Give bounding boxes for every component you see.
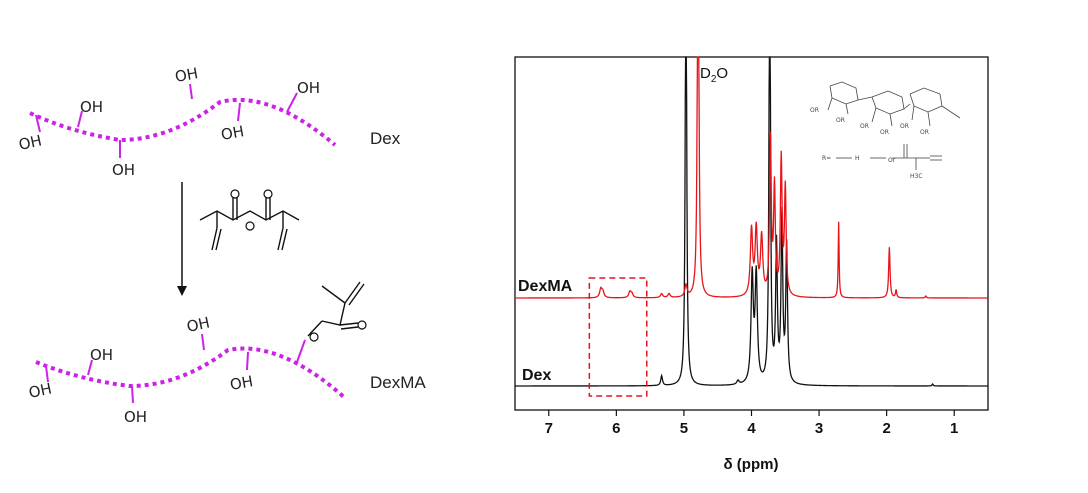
methacrylate-group xyxy=(307,281,365,337)
inset-or-5: OR xyxy=(900,123,909,130)
inset-or-4: OR xyxy=(880,129,889,136)
x-tick-label: 2 xyxy=(882,420,890,437)
x-tick-label: 3 xyxy=(815,420,823,437)
inset-h-label: H xyxy=(855,155,860,162)
x-tick-label: 7 xyxy=(545,420,553,437)
dexma-oh-1: OH xyxy=(27,380,53,402)
x-tick-label: 4 xyxy=(747,420,756,437)
dexma-chain xyxy=(35,346,347,400)
dexma-oh-5: OH xyxy=(229,372,255,394)
dex-oh-5: OH xyxy=(220,122,246,144)
dextran-structure-inset xyxy=(827,81,961,170)
inset-or-2: OR xyxy=(836,117,845,124)
dex-oh-6: OH xyxy=(297,79,320,97)
x-tick-label: 5 xyxy=(680,420,688,437)
dexma-label: DexMA xyxy=(370,373,426,392)
inset-or-6: OR xyxy=(920,129,929,136)
dex-oh-1: OH xyxy=(17,132,43,154)
dex-oh-4: OH xyxy=(174,64,200,86)
dexma-oh-3: OH xyxy=(124,408,147,426)
arrow-head xyxy=(177,286,187,296)
anhydride-o-2 xyxy=(245,221,255,231)
d2o-d: D xyxy=(700,65,711,82)
x-axis-label: δ (ppm) xyxy=(724,456,779,473)
inset-or-word: Or xyxy=(888,157,896,164)
inset-or-1: OR xyxy=(810,107,819,114)
inset-ch3-label: H3C xyxy=(910,173,923,180)
series-dex xyxy=(515,56,988,387)
highlight-box xyxy=(588,277,648,397)
methacrylic-anhydride xyxy=(199,197,300,251)
series-label-dex: Dex xyxy=(522,367,551,384)
d2o-o: O xyxy=(716,65,728,82)
d2o-sub: 2 xyxy=(711,74,717,85)
anhydride-o-1 xyxy=(230,189,240,199)
dex-label: Dex xyxy=(370,129,401,148)
x-axis: 7 6 5 4 3 2 1 xyxy=(545,410,958,437)
dex-oh-2: OH xyxy=(80,98,103,116)
dex-oh-3: OH xyxy=(112,161,135,179)
dexma-oh-4: OH xyxy=(185,314,211,336)
series-dexma xyxy=(515,56,988,299)
ester-o-1 xyxy=(309,332,319,342)
x-tick-label: 6 xyxy=(612,420,620,437)
ester-o-2 xyxy=(357,320,367,330)
series-label-dexma: DexMA xyxy=(518,278,573,295)
dex-chain xyxy=(29,97,337,147)
inset-r-label: R= xyxy=(822,155,831,162)
dexma-oh-2: OH xyxy=(90,346,113,364)
reaction-scheme: OH OH OH OH OH OH Dex xyxy=(17,64,426,426)
anhydride-o-3 xyxy=(263,189,273,199)
x-tick-label: 1 xyxy=(950,420,958,437)
solvent-peak-label: D2O xyxy=(700,65,728,85)
svg-text:D2O: D2O xyxy=(700,65,728,85)
inset-or-3: OR xyxy=(860,123,869,130)
